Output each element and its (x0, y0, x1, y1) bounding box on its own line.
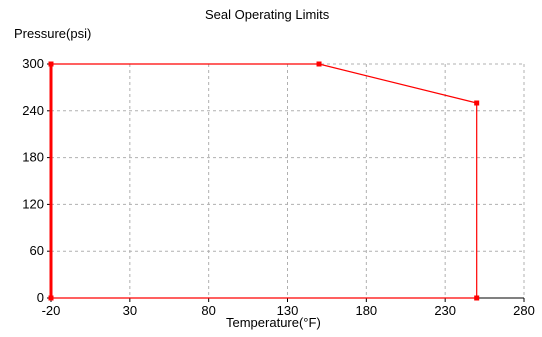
y-tick-label: 0 (37, 290, 44, 305)
data-point (474, 100, 480, 106)
data-point (316, 61, 322, 67)
x-tick-label: -20 (42, 303, 61, 318)
data-point (48, 61, 54, 67)
y-axis-label: Pressure(psi) (14, 26, 92, 41)
x-tick-label: 130 (277, 303, 299, 318)
y-tick-label: 180 (22, 150, 44, 165)
x-tick-label: 280 (513, 303, 535, 318)
data-point (474, 295, 480, 301)
x-axis-label: Temperature(°F) (226, 315, 321, 330)
y-tick-label: 240 (22, 103, 44, 118)
x-tick-label: 80 (201, 303, 215, 318)
chart-title: Seal Operating Limits (205, 7, 330, 22)
x-tick-label: 230 (434, 303, 456, 318)
x-tick-label: 30 (123, 303, 137, 318)
y-tick-label: 120 (22, 196, 44, 211)
data-point (48, 295, 54, 301)
x-tick-label: 180 (355, 303, 377, 318)
y-tick-label: 60 (30, 243, 44, 258)
y-tick-label: 300 (22, 56, 44, 71)
series-line (50, 63, 478, 299)
